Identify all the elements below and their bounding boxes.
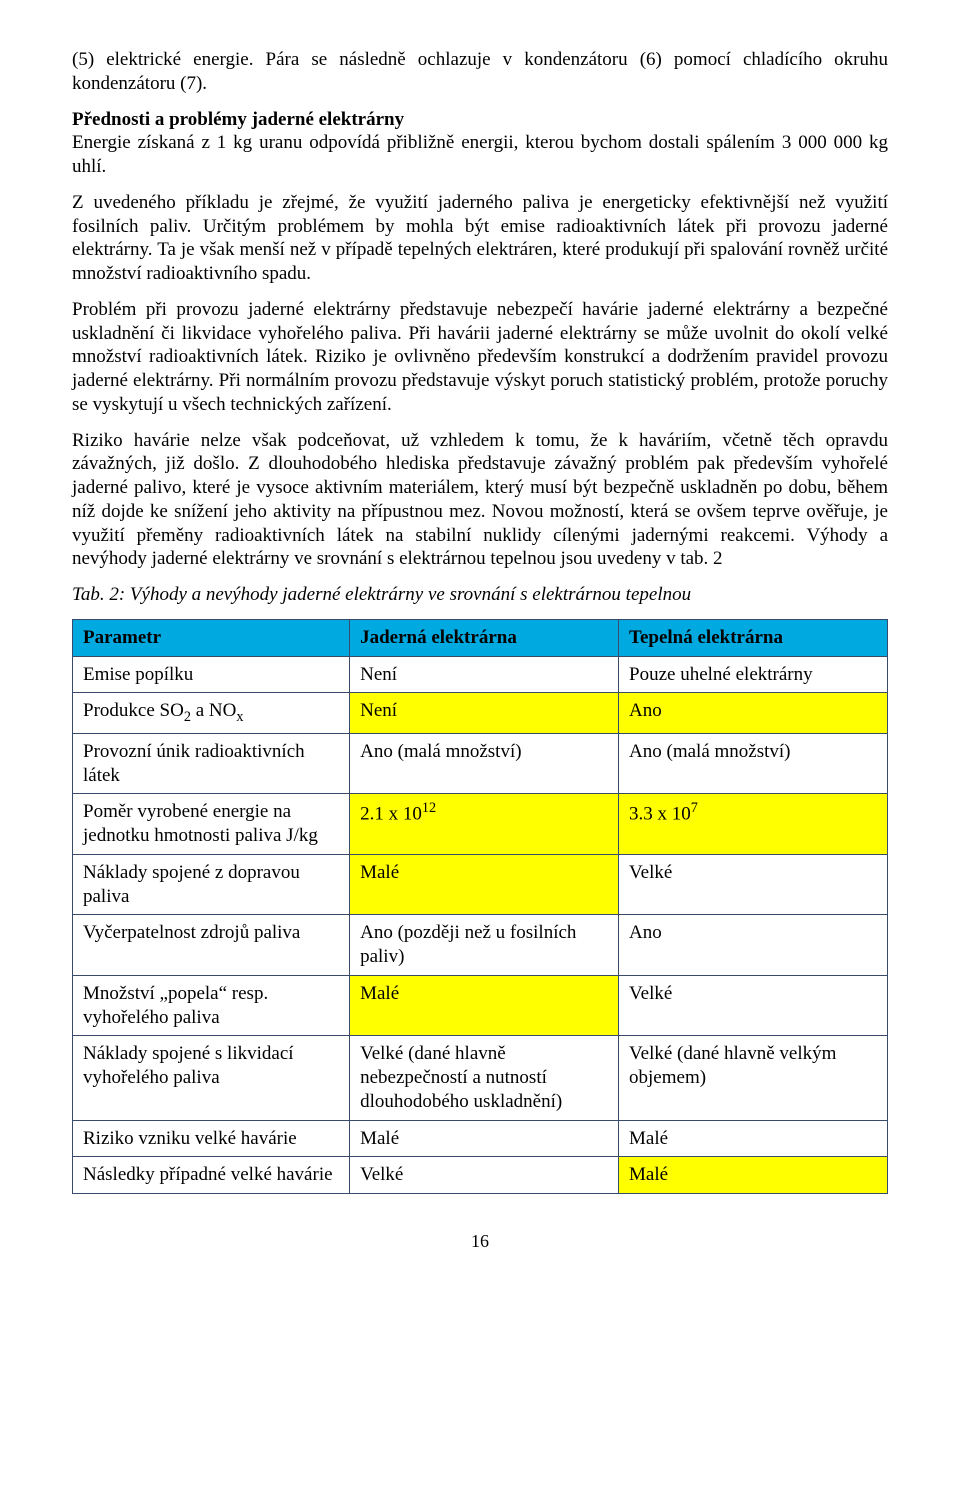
paragraph-2: Přednosti a problémy jaderné elektrárny …: [72, 108, 888, 179]
table-cell-jaderna: Malé: [350, 1120, 619, 1157]
table-row: Náklady spojené z dopravou palivaMaléVel…: [73, 854, 888, 915]
comparison-table: Parametr Jaderná elektrárna Tepelná elek…: [72, 619, 888, 1194]
table-row: Vyčerpatelnost zdrojů palivaAno (později…: [73, 915, 888, 976]
table-row: Provozní únik radioaktivních látekAno (m…: [73, 733, 888, 794]
table-row: Náklady spojené s likvidací vyhořelého p…: [73, 1036, 888, 1120]
table-cell-parametr: Vyčerpatelnost zdrojů paliva: [73, 915, 350, 976]
paragraph-4: Problém při provozu jaderné elektrárny p…: [72, 298, 888, 417]
table-cell-tepelna: Velké: [619, 854, 888, 915]
table-cell-jaderna: Malé: [350, 854, 619, 915]
table-cell-tepelna: Pouze uhelné elektrárny: [619, 656, 888, 693]
table-cell-parametr: Riziko vzniku velké havárie: [73, 1120, 350, 1157]
table-cell-tepelna: Velké (dané hlavně velkým objemem): [619, 1036, 888, 1120]
table-row: Množství „popela“ resp. vyhořelého paliv…: [73, 975, 888, 1036]
table-row: Následky případné velké havárieVelkéMalé: [73, 1157, 888, 1194]
table-cell-parametr: Poměr vyrobené energie na jednotku hmotn…: [73, 794, 350, 855]
table-cell-parametr: Náklady spojené z dopravou paliva: [73, 854, 350, 915]
table-cell-tepelna: Malé: [619, 1120, 888, 1157]
table-cell-jaderna: 2.1 x 1012: [350, 794, 619, 855]
table-caption: Tab. 2: Výhody a nevýhody jaderné elektr…: [72, 583, 888, 607]
table-row: Poměr vyrobené energie na jednotku hmotn…: [73, 794, 888, 855]
table-cell-tepelna: 3.3 x 107: [619, 794, 888, 855]
paragraph-1: (5) elektrické energie. Pára se následně…: [72, 48, 888, 96]
table-row: Emise popílkuNeníPouze uhelné elektrárny: [73, 656, 888, 693]
table-cell-jaderna: Velké: [350, 1157, 619, 1194]
table-cell-jaderna: Není: [350, 656, 619, 693]
table-row: Riziko vzniku velké havárieMaléMalé: [73, 1120, 888, 1157]
table-cell-tepelna: Ano: [619, 915, 888, 976]
table-cell-parametr: Náklady spojené s likvidací vyhořelého p…: [73, 1036, 350, 1120]
table-cell-jaderna: Malé: [350, 975, 619, 1036]
table-header-parametr: Parametr: [73, 619, 350, 656]
table-header-tepelna: Tepelná elektrárna: [619, 619, 888, 656]
table-cell-parametr: Emise popílku: [73, 656, 350, 693]
section-heading: Přednosti a problémy jaderné elektrárny: [72, 109, 404, 130]
paragraph-3: Z uvedeného příkladu je zřejmé, že využi…: [72, 191, 888, 286]
table-cell-parametr: Množství „popela“ resp. vyhořelého paliv…: [73, 975, 350, 1036]
table-cell-tepelna: Malé: [619, 1157, 888, 1194]
table-cell-jaderna: Není: [350, 693, 619, 734]
table-cell-jaderna: Velké (dané hlavně nebezpečností a nutno…: [350, 1036, 619, 1120]
table-row: Produkce SO2 a NOxNeníAno: [73, 693, 888, 734]
paragraph-5: Riziko havárie nelze však podceňovat, už…: [72, 429, 888, 572]
table-cell-tepelna: Ano (malá množství): [619, 733, 888, 794]
page-number: 16: [72, 1230, 888, 1253]
table-cell-tepelna: Velké: [619, 975, 888, 1036]
table-header-jaderna: Jaderná elektrárna: [350, 619, 619, 656]
table-cell-parametr: Provozní únik radioaktivních látek: [73, 733, 350, 794]
table-cell-parametr: Následky případné velké havárie: [73, 1157, 350, 1194]
table-header-row: Parametr Jaderná elektrárna Tepelná elek…: [73, 619, 888, 656]
paragraph-2-body: Energie získaná z 1 kg uranu odpovídá př…: [72, 132, 888, 177]
table-cell-jaderna: Ano (malá množství): [350, 733, 619, 794]
table-cell-parametr: Produkce SO2 a NOx: [73, 693, 350, 734]
table-cell-tepelna: Ano: [619, 693, 888, 734]
table-cell-jaderna: Ano (později než u fosilních paliv): [350, 915, 619, 976]
